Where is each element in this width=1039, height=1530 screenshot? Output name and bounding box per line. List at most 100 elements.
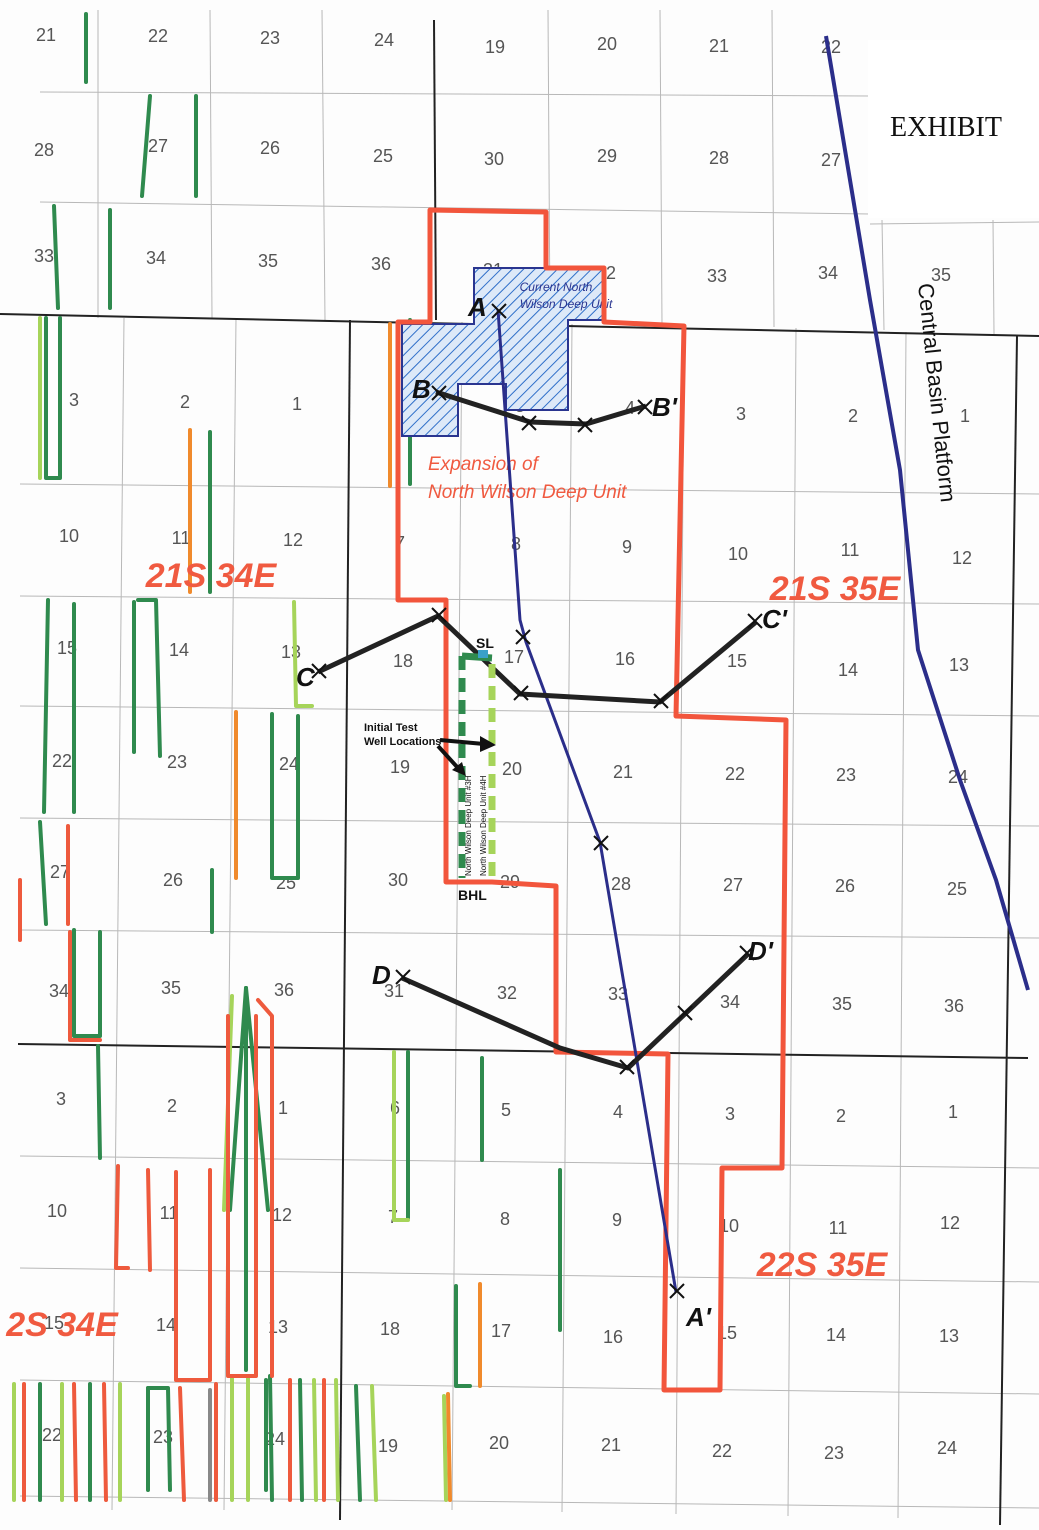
section-number: 22	[42, 1425, 62, 1445]
section-number: 34	[818, 263, 838, 283]
section-number: 22	[148, 26, 168, 46]
section-number: 23	[836, 765, 856, 785]
current-unit-label-1: Current North	[520, 280, 593, 294]
section-number: 19	[378, 1436, 398, 1456]
section-number: 19	[485, 37, 505, 57]
section-number: 1	[960, 406, 970, 426]
section-number: 9	[622, 537, 632, 557]
section-number: 36	[944, 996, 964, 1016]
section-number: 1	[278, 1098, 288, 1118]
section-number: 24	[279, 754, 299, 774]
section-number: 28	[709, 148, 729, 168]
section-number: 14	[826, 1325, 846, 1345]
section-number: 27	[50, 862, 70, 882]
section-number: 13	[939, 1326, 959, 1346]
cross-section-markers	[311, 303, 763, 1299]
section-number: 34	[49, 981, 69, 1001]
section-number: 22	[52, 751, 72, 771]
section-number: 15	[727, 651, 747, 671]
section-number: 2	[848, 406, 858, 426]
cross-section-c-end: C'	[762, 604, 788, 634]
current-unit-area: Current North Wilson Deep Unit	[401, 267, 613, 437]
current-unit-label-2: Wilson Deep Unit	[520, 297, 613, 311]
township-label: 2S 34E	[5, 1306, 119, 1344]
section-number: 27	[821, 150, 841, 170]
expansion-label-2: North Wilson Deep Unit	[428, 482, 627, 503]
section-number: 12	[952, 548, 972, 568]
section-number: 15	[44, 1313, 64, 1333]
initial-test-wells: North Wilson Deep Unit #3H North Wilson …	[458, 650, 496, 878]
section-number: 12	[940, 1213, 960, 1233]
cross-section-c-start: C	[296, 662, 316, 692]
section-number: 14	[169, 640, 189, 660]
section-number: 35	[931, 265, 951, 285]
section-number: 26	[163, 870, 183, 890]
section-number: 3	[56, 1089, 66, 1109]
township-label: 21S 35E	[769, 570, 902, 608]
cross-section-b-end: B'	[652, 392, 678, 422]
township-labels: 21S 34E 21S 35E 22S 35E 2S 34E	[5, 557, 901, 1344]
section-number: 17	[491, 1321, 511, 1341]
well-3h-label: North Wilson Deep Unit #3H	[464, 775, 473, 876]
section-number: 24	[374, 30, 394, 50]
section-number: 10	[728, 544, 748, 564]
section-number: 26	[260, 138, 280, 158]
section-number: 34	[146, 248, 166, 268]
section-number: 33	[34, 246, 54, 266]
section-number: 14	[156, 1315, 176, 1335]
section-number: 30	[484, 149, 504, 169]
section-number: 29	[597, 146, 617, 166]
section-number: 3	[725, 1104, 735, 1124]
section-number: 35	[832, 994, 852, 1014]
initial-wells-arrows	[436, 736, 496, 776]
section-number: 1	[292, 394, 302, 414]
section-number: 24	[937, 1438, 957, 1458]
section-number: 12	[283, 530, 303, 550]
expansion-label-1: Expansion of	[428, 454, 540, 475]
section-number: 21	[613, 762, 633, 782]
township-label: 21S 34E	[145, 557, 278, 595]
exhibit-box	[868, 40, 1039, 218]
section-number: 35	[161, 978, 181, 998]
section-number: 30	[388, 870, 408, 890]
cross-section-b-start: B	[412, 374, 431, 404]
section-number: 36	[371, 254, 391, 274]
section-number: 2	[836, 1106, 846, 1126]
section-number: 26	[835, 876, 855, 896]
section-number: 21	[601, 1435, 621, 1455]
initial-wells-label-2: Well Locations	[364, 736, 441, 748]
section-number: 21	[709, 36, 729, 56]
section-number: 11	[829, 1218, 848, 1238]
section-number: 13	[949, 655, 969, 675]
bhl-label: BHL	[458, 887, 487, 903]
central-basin-platform-line	[824, 35, 1030, 991]
exhibit-label: EXHIBIT	[890, 112, 1002, 143]
section-number: 34	[720, 992, 740, 1012]
cross-section-a-start: A	[467, 292, 487, 322]
section-number: 16	[603, 1327, 623, 1347]
section-number: 12	[272, 1205, 292, 1225]
section-number: 32	[497, 983, 517, 1003]
section-number: 18	[380, 1319, 400, 1339]
section-number: 9	[612, 1210, 622, 1230]
initial-wells-label-1: Initial Test	[364, 722, 418, 734]
section-number: 33	[608, 984, 628, 1004]
section-number: 35	[258, 251, 278, 271]
central-basin-platform-label: Central Basin Platform	[913, 282, 961, 504]
section-number: 25	[373, 146, 393, 166]
section-number: 17	[504, 647, 524, 667]
section-number: 20	[597, 34, 617, 54]
section-number: 4	[613, 1102, 623, 1122]
section-number: 23	[260, 28, 280, 48]
section-number: 2	[167, 1096, 177, 1116]
section-number: 10	[47, 1201, 67, 1221]
well-laterals	[12, 12, 562, 1502]
section-number: 25	[947, 879, 967, 899]
township-label: 22S 35E	[756, 1246, 889, 1284]
section-number: 27	[723, 875, 743, 895]
section-number: 11	[841, 540, 860, 560]
well-4h-label: North Wilson Deep Unit #4H	[479, 775, 488, 876]
expansion-boundary	[395, 207, 789, 1393]
section-number: 4	[625, 398, 635, 418]
